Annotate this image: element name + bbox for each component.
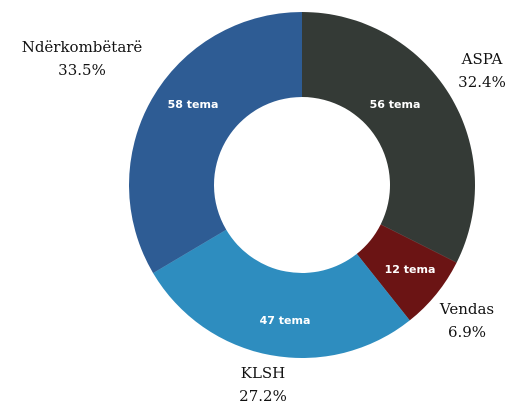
segment-label: 12 tema	[385, 263, 436, 276]
donut-segment	[356, 224, 457, 321]
percent-label: 32.4%	[458, 73, 506, 91]
percent-label: 33.5%	[58, 61, 106, 79]
category-label: ASPA	[461, 50, 503, 68]
category-label: KLSH	[241, 364, 286, 382]
category-label: Ndërkombëtarë	[22, 38, 143, 56]
donut-segment	[129, 12, 302, 274]
percent-label: 6.9%	[448, 323, 486, 341]
donut-segment	[302, 12, 475, 263]
percent-label: 27.2%	[239, 387, 287, 403]
segment-label: 56 tema	[370, 98, 421, 111]
segment-label: 47 tema	[260, 314, 311, 327]
donut-segment	[153, 229, 410, 358]
category-label: Vendas	[439, 300, 494, 318]
segment-label: 58 tema	[168, 98, 219, 111]
